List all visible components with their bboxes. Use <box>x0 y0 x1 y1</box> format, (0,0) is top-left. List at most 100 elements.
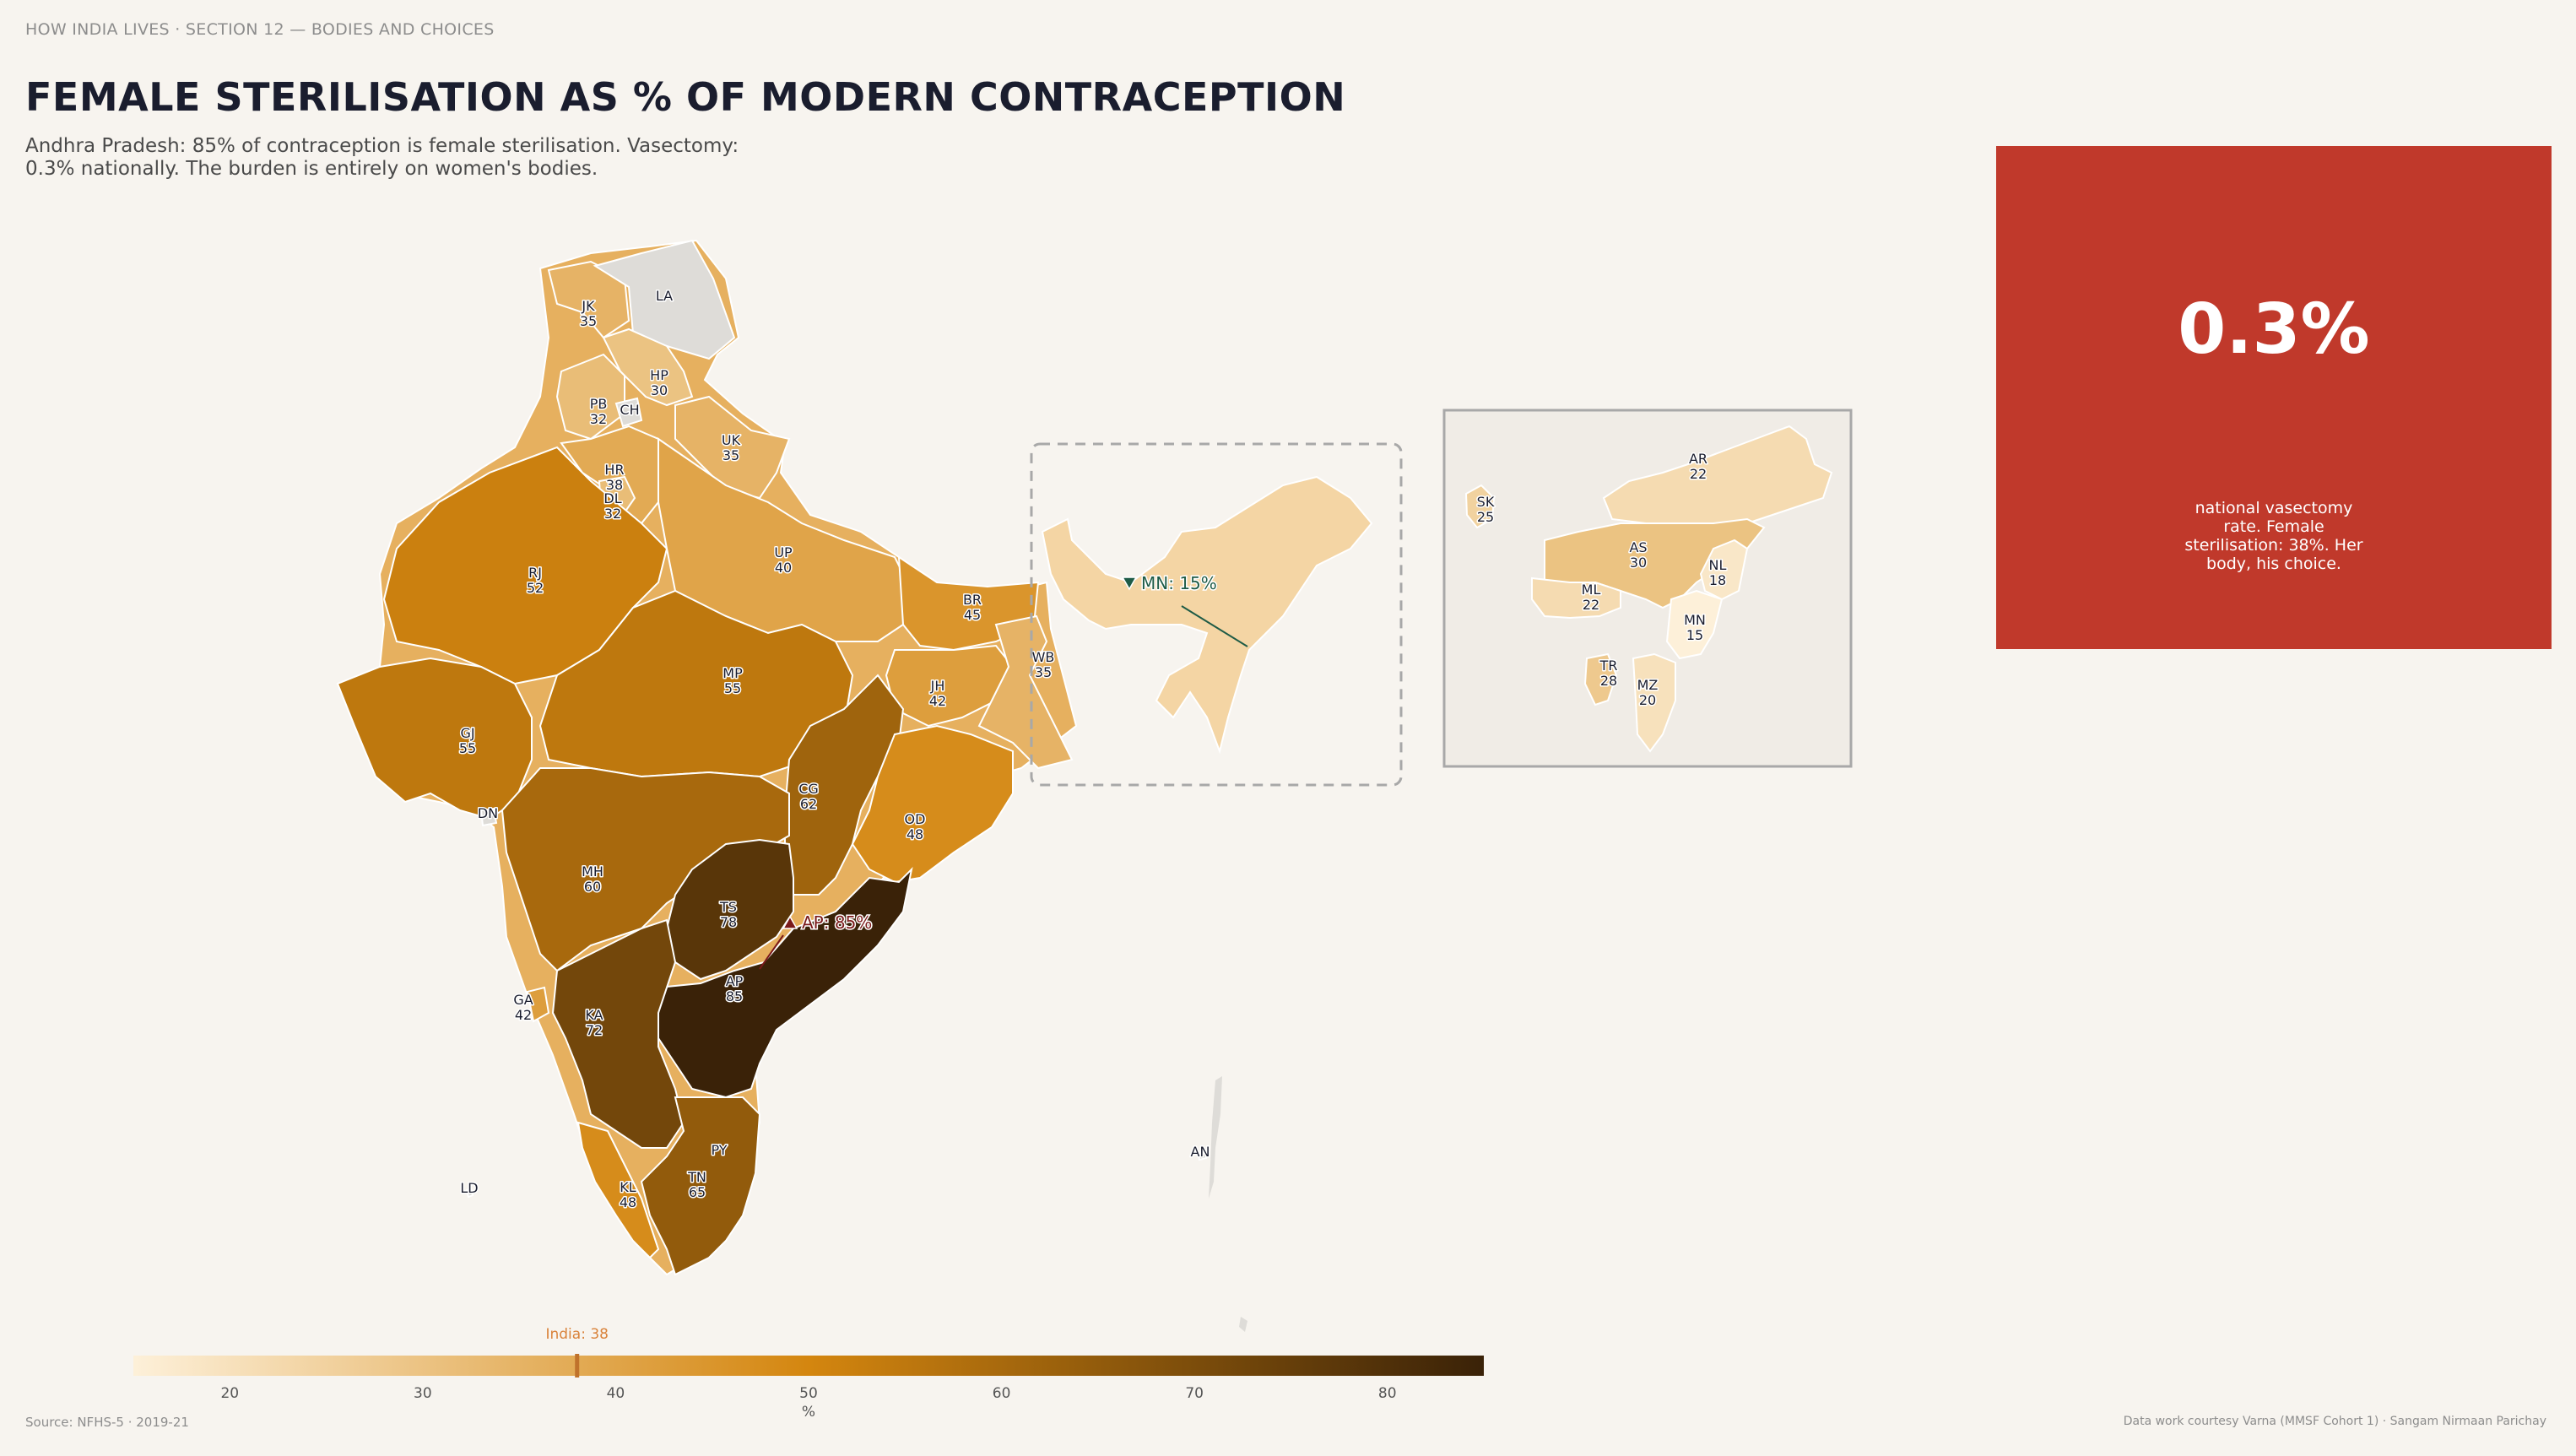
inset-state-value-mz: 20 <box>1639 692 1656 708</box>
inset-state-code-ar: AR <box>1689 451 1707 467</box>
state-code-kl: KL <box>620 1179 636 1195</box>
state-od <box>851 724 1014 884</box>
national-average-label: India: 38 <box>545 1326 608 1343</box>
inset-state-value-ar: 22 <box>1690 466 1707 482</box>
inset-state-value-sk: 25 <box>1477 509 1494 525</box>
state-code-ts: TS <box>719 899 737 915</box>
legend-unit-label: % <box>802 1404 815 1421</box>
state-code-ga: GA <box>513 992 533 1008</box>
state-hp <box>602 327 694 407</box>
ap-annotation-marker <box>782 915 798 929</box>
legend-tick-label: 30 <box>414 1385 432 1402</box>
state-value-mp: 55 <box>724 680 741 696</box>
state-value-ap: 85 <box>726 988 743 1004</box>
state-code-cg: CG <box>798 781 819 797</box>
state-code-mh: MH <box>582 863 603 880</box>
state-code-hp: HP <box>650 367 668 383</box>
state-code-py: PY <box>711 1142 727 1158</box>
state-code-gj: GJ <box>460 725 474 741</box>
state-code-ap: AP <box>726 973 744 989</box>
inset-state-code-mz: MZ <box>1637 677 1659 693</box>
state-value-rj: 52 <box>527 580 544 596</box>
inset-state-code-tr: TR <box>1599 658 1618 674</box>
state-value-up: 40 <box>775 560 792 576</box>
state-wb <box>977 614 1074 770</box>
mn-annotation-marker <box>1121 576 1138 591</box>
state-value-uk: 35 <box>722 447 739 463</box>
state-code-hr: HR <box>604 462 624 478</box>
legend-tick-label: 80 <box>1378 1385 1397 1402</box>
state-code-uk: UK <box>722 432 741 448</box>
ap-annotation-line <box>759 934 784 970</box>
state-gj <box>336 657 533 820</box>
inset-state-value-nl: 18 <box>1709 572 1726 588</box>
andaman-islands-shape <box>1209 1076 1247 1332</box>
inset-state-code-sk: SK <box>1477 494 1495 510</box>
inset-state-mz <box>1632 652 1676 753</box>
inset-state-code-nl: NL <box>1709 557 1727 573</box>
state-value-hp: 30 <box>651 382 668 398</box>
state-code-tn: TN <box>687 1169 706 1185</box>
northeast-locator-box <box>1030 442 1403 787</box>
state-code-br: BR <box>963 592 982 608</box>
state-value-hr: 38 <box>606 477 623 493</box>
page-subtitle: Andhra Pradesh: 85% of contraception is … <box>25 135 739 180</box>
inset-state-sk <box>1464 484 1496 529</box>
state-tn <box>640 1096 761 1276</box>
state-ch <box>614 397 643 428</box>
state-value-kl: 48 <box>620 1194 636 1210</box>
legend-tick-label: 60 <box>993 1385 1011 1402</box>
state-pb <box>555 353 625 441</box>
state-jk <box>547 260 630 339</box>
state-code-dl: DL <box>603 490 621 506</box>
legend-tick-label: 70 <box>1185 1385 1204 1402</box>
state-code-dn: DN <box>478 805 498 821</box>
state-la <box>593 239 736 360</box>
state-code-pb: PB <box>590 396 608 412</box>
state-code-jk: JK <box>581 298 595 314</box>
state-code-la: LA <box>656 288 673 304</box>
ap-annotation-label: AP: 85% <box>802 912 872 933</box>
state-value-wb: 35 <box>1035 664 1052 680</box>
state-dn <box>479 807 498 827</box>
inset-state-tr <box>1583 652 1618 706</box>
state-code-ka: KA <box>585 1007 603 1023</box>
national-average-marker <box>575 1354 580 1378</box>
page-title: FEMALE STERILISATION AS % OF MODERN CONT… <box>25 74 1346 120</box>
state-value-ga: 42 <box>515 1007 532 1023</box>
inset-state-code-as: AS <box>1629 539 1647 555</box>
state-code-ch: CH <box>620 402 639 418</box>
legend-color-bar <box>133 1356 1484 1376</box>
state-code-rj: RJ <box>528 565 542 581</box>
callout-text: national vasectomy rate. Female sterilis… <box>2184 499 2363 573</box>
mn-annotation-label: MN: 15% <box>1141 573 1217 593</box>
inset-state-nl <box>1699 539 1749 601</box>
mn-annotation-line <box>1181 605 1248 647</box>
state-code-od: OD <box>905 811 926 827</box>
inset-state-ml <box>1531 576 1621 620</box>
state-code-mp: MP <box>722 665 743 681</box>
legend-tick-label: 50 <box>799 1385 818 1402</box>
northeast-region-shape <box>1041 475 1373 755</box>
inset-state-value-mn: 15 <box>1686 627 1703 643</box>
state-value-gj: 55 <box>459 740 476 756</box>
state-value-pb: 32 <box>590 411 607 427</box>
state-code-wb: WB <box>1032 649 1055 665</box>
state-value-od: 48 <box>906 826 923 842</box>
inset-state-value-ml: 22 <box>1583 597 1599 613</box>
inset-state-code-mn: MN <box>1684 612 1706 628</box>
state-value-ts: 78 <box>720 914 737 930</box>
state-code-an: AN <box>1191 1144 1210 1160</box>
state-value-ka: 72 <box>586 1022 603 1038</box>
state-ga <box>526 986 550 1023</box>
state-value-dl: 32 <box>604 506 621 522</box>
state-value-br: 45 <box>964 607 981 623</box>
vasectomy-callout: 0.3% national vasectomy rate. Female ste… <box>1996 146 2552 649</box>
inset-state-value-tr: 28 <box>1600 673 1617 689</box>
state-value-mh: 60 <box>584 879 601 895</box>
legend-tick-label: 40 <box>607 1385 625 1402</box>
kicker: HOW INDIA LIVES · SECTION 12 — BODIES AN… <box>25 20 495 39</box>
legend-tick-label: 20 <box>220 1385 239 1402</box>
inset-state-value-as: 30 <box>1630 555 1647 571</box>
